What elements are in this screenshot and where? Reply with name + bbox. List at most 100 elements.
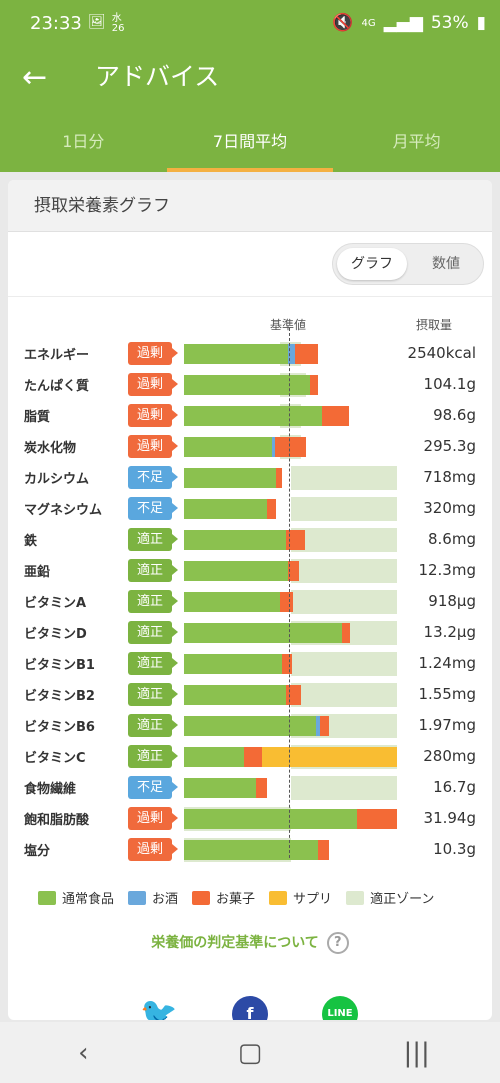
status-badge[interactable]: 過剰 — [128, 373, 178, 396]
bar-area — [184, 807, 397, 831]
nutrient-name: 鉄 — [24, 534, 38, 549]
legend-item: サプリ — [269, 888, 332, 907]
tab-7day-average[interactable]: 7日間平均 — [166, 116, 334, 172]
bar-segment — [184, 747, 244, 767]
optimal-zone — [290, 590, 397, 614]
intake-value: 718mg — [423, 468, 476, 486]
nutrient-name: エネルギー — [24, 348, 90, 363]
bar-segment — [322, 406, 350, 426]
bar-segment — [184, 499, 268, 519]
bar-area — [184, 652, 397, 676]
legend-label: お酒 — [152, 892, 179, 907]
nutrient-row: ビタミンD 適正 13.2μg — [8, 617, 492, 648]
home-nav-icon[interactable]: ▢ — [237, 1037, 263, 1068]
nutrient-name: たんぱく質 — [24, 379, 90, 394]
status-badge[interactable]: 適正 — [128, 528, 178, 551]
nutrient-name: ビタミンB1 — [24, 658, 95, 673]
bar-segment — [184, 344, 289, 364]
legend-label: サプリ — [293, 892, 333, 907]
notification-icons: 🖼 水 26 — [88, 14, 126, 34]
bar-segment — [281, 654, 292, 674]
bar-segment — [184, 685, 287, 705]
bar-area — [184, 435, 397, 459]
status-badge[interactable]: 適正 — [128, 559, 178, 582]
optimal-zone — [290, 652, 397, 676]
status-badge[interactable]: 不足 — [128, 497, 178, 520]
nutrient-row: 亜鉛 適正 12.3mg — [8, 555, 492, 586]
intake-value: 295.3g — [423, 437, 476, 455]
criteria-link[interactable]: 栄養価の判定基準について? — [8, 932, 492, 954]
bar-segment — [184, 654, 282, 674]
status-badge[interactable]: 過剰 — [128, 342, 178, 365]
legend-swatch — [38, 890, 56, 905]
legend-item: 通常食品 — [38, 888, 114, 907]
nutrient-name: ビタミンB2 — [24, 689, 95, 704]
status-badge[interactable]: 過剰 — [128, 404, 178, 427]
nutrient-graph-card: 摂取栄養素グラフ グラフ 数値 基準値 摂取量 エネルギー 過剰 2540kcal た… — [8, 180, 492, 1020]
status-badge[interactable]: 過剰 — [128, 435, 178, 458]
nutrient-name: ビタミンC — [24, 751, 86, 766]
bar-segment — [184, 716, 317, 736]
bar-segment — [341, 623, 351, 643]
back-arrow-icon[interactable]: ← — [22, 60, 48, 95]
legend-item: お酒 — [128, 888, 178, 907]
battery-icon: ▮ — [476, 13, 486, 33]
reference-header: 基準値 — [270, 318, 307, 332]
nutrient-row: 鉄 適正 8.6mg — [8, 524, 492, 555]
back-nav-icon[interactable]: ‹ — [78, 1037, 89, 1068]
image-icon: 🖼 — [88, 14, 106, 30]
nutrient-name: 脂質 — [24, 410, 51, 425]
status-badge[interactable]: 適正 — [128, 590, 178, 613]
optimal-zone — [290, 683, 397, 707]
tab-monthly-average[interactable]: 月平均 — [392, 132, 441, 151]
legend-swatch — [269, 890, 288, 905]
system-nav-bar: ‹ ▢ ||| — [0, 1022, 500, 1083]
nutrient-name: マグネシウム — [24, 503, 103, 518]
optimal-zone — [290, 776, 397, 800]
bar-area — [184, 497, 397, 521]
bar-segment — [184, 840, 319, 860]
tab-1day[interactable]: 1日分 — [62, 132, 105, 151]
bar-segment — [316, 716, 321, 736]
intake-value: 320mg — [423, 499, 476, 517]
bar-segment — [275, 468, 282, 488]
status-badge[interactable]: 過剰 — [128, 807, 178, 830]
status-badge[interactable]: 適正 — [128, 683, 178, 706]
status-badge[interactable]: 適正 — [128, 745, 178, 768]
criteria-link-text: 栄養価の判定基準について — [151, 935, 319, 951]
intake-value: 16.7g — [433, 778, 476, 796]
status-badge[interactable]: 適正 — [128, 621, 178, 644]
mute-icon: 🔇 — [332, 13, 354, 33]
graph-toggle-button[interactable]: グラフ — [337, 248, 407, 280]
bar-area — [184, 621, 397, 645]
status-badge[interactable]: 過剰 — [128, 838, 178, 861]
status-badge[interactable]: 不足 — [128, 776, 178, 799]
help-icon: ? — [326, 932, 349, 954]
numbers-toggle-button[interactable]: 数値 — [432, 256, 460, 272]
bar-area — [184, 745, 397, 769]
bar-area — [184, 559, 397, 583]
intake-value: 2540kcal — [407, 344, 476, 362]
intake-value: 104.1g — [423, 375, 476, 393]
intake-value: 31.94g — [423, 809, 476, 827]
legend-item: お菓子 — [192, 888, 255, 907]
view-toggle: グラフ 数値 — [332, 243, 484, 285]
facebook-icon[interactable]: f — [232, 996, 268, 1020]
nutrient-row: ビタミンB6 適正 1.97mg — [8, 710, 492, 741]
tab-bar: 1日分 7日間平均 月平均 — [0, 116, 500, 172]
optimal-zone — [290, 466, 397, 490]
nutrient-row: ビタミンC 適正 280mg — [8, 741, 492, 772]
bar-segment — [261, 747, 397, 767]
twitter-icon[interactable]: 🐦 — [140, 996, 177, 1020]
intake-value: 918μg — [428, 592, 476, 610]
recents-nav-icon[interactable]: ||| — [403, 1037, 430, 1068]
bar-segment — [309, 375, 319, 395]
status-badge[interactable]: 不足 — [128, 466, 178, 489]
line-icon[interactable]: LINE — [322, 996, 358, 1020]
nutrient-row: 食物繊維 不足 16.7g — [8, 772, 492, 803]
intake-value: 280mg — [423, 747, 476, 765]
status-badge[interactable]: 適正 — [128, 652, 178, 675]
status-badge[interactable]: 適正 — [128, 714, 178, 737]
nutrient-name: ビタミンA — [24, 596, 87, 611]
bar-segment — [184, 530, 287, 550]
